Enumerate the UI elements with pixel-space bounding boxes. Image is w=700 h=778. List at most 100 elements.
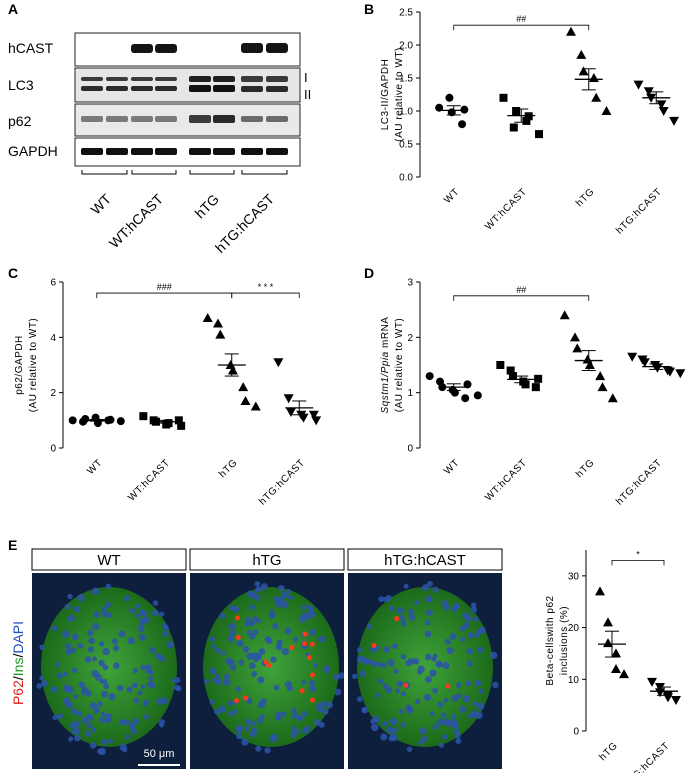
- nucleus: [93, 611, 100, 618]
- data-point: [633, 80, 644, 90]
- y-tick-label: 10: [568, 675, 580, 686]
- nucleus: [251, 652, 260, 660]
- nucleus: [264, 636, 271, 643]
- nucleus: [228, 604, 235, 611]
- nucleus: [421, 584, 429, 592]
- data-point: [458, 120, 467, 129]
- y-tick-label: 0.5: [399, 140, 413, 151]
- nucleus: [454, 732, 461, 739]
- nucleus: [84, 656, 92, 663]
- data-point: [639, 358, 650, 368]
- y-tick-label: 0.0: [399, 173, 413, 184]
- blot-band: [155, 44, 177, 53]
- nucleus: [462, 612, 470, 620]
- nucleus: [272, 623, 279, 630]
- nucleus: [132, 667, 139, 674]
- y-tick-label: 6: [50, 278, 56, 289]
- nucleus: [304, 725, 311, 732]
- nucleus: [322, 708, 329, 715]
- nucleus: [84, 730, 91, 737]
- blot-band: [189, 76, 211, 82]
- data-point: [227, 365, 238, 375]
- blot-row-label-lc3: LC3: [8, 77, 34, 93]
- stain-label-dapi: DAPI: [10, 621, 26, 654]
- nucleus: [107, 612, 113, 618]
- data-point: [215, 329, 226, 339]
- nucleus: [215, 647, 222, 654]
- nucleus: [466, 648, 474, 655]
- nucleus: [152, 600, 159, 606]
- nucleus: [214, 708, 221, 715]
- nucleus: [124, 734, 131, 740]
- nucleus: [455, 737, 462, 744]
- y-axis-label: p62/GAPDH: [14, 335, 25, 395]
- data-point: [240, 395, 251, 405]
- nucleus: [91, 622, 100, 631]
- nucleus: [64, 603, 71, 610]
- nucleus: [258, 648, 266, 655]
- nucleus: [280, 591, 288, 599]
- micrograph-title-box-htg: [189, 548, 345, 571]
- nucleus: [227, 635, 235, 643]
- nucleus: [426, 609, 433, 617]
- nucleus: [408, 614, 416, 621]
- nucleus: [432, 687, 439, 694]
- blot-band: [131, 148, 153, 155]
- category-label: WT:hCAST: [483, 186, 529, 232]
- p62-inclusion: [289, 645, 295, 651]
- nucleus: [281, 711, 287, 717]
- nucleus: [424, 630, 432, 638]
- data-point: [534, 374, 543, 383]
- nucleus: [229, 664, 237, 671]
- nucleus: [218, 705, 227, 713]
- nucleus: [63, 671, 69, 677]
- nucleus: [417, 665, 425, 673]
- nucleus: [370, 718, 376, 725]
- significance-bracket: [453, 24, 590, 31]
- nucleus: [462, 694, 471, 703]
- micrograph-htg: [190, 573, 344, 769]
- nucleus: [91, 727, 97, 733]
- nucleus: [444, 638, 451, 645]
- blot-group-label-wt-hcast: WT:hCAST: [106, 190, 167, 251]
- category-label: WT:hCAST: [126, 457, 172, 503]
- significance-label: ##: [516, 285, 526, 295]
- nucleus: [450, 713, 457, 720]
- blot-row-label-gapdh: GAPDH: [8, 143, 58, 159]
- nucleus: [223, 678, 231, 686]
- nucleus: [456, 693, 462, 699]
- blot-band: [213, 148, 235, 155]
- blot-band: [131, 77, 153, 81]
- data-point: [607, 393, 618, 403]
- nucleus: [380, 733, 388, 741]
- nucleus: [36, 683, 43, 689]
- nucleus: [318, 721, 325, 728]
- nucleus: [438, 742, 445, 748]
- nucleus: [386, 659, 395, 667]
- nucleus: [426, 580, 433, 587]
- nucleus: [297, 715, 303, 721]
- nucleus: [489, 651, 498, 660]
- nucleus: [281, 600, 289, 609]
- data-point: [665, 367, 675, 377]
- blot-group-label-wt: WT: [87, 190, 114, 217]
- nucleus: [148, 646, 156, 654]
- nucleus: [324, 667, 330, 674]
- nucleus: [89, 702, 98, 710]
- nucleus: [264, 747, 271, 754]
- nucleus: [378, 596, 385, 603]
- nucleus: [166, 640, 175, 649]
- data-point: [250, 401, 261, 411]
- nucleus: [259, 714, 265, 720]
- nucleus: [91, 587, 100, 596]
- data-point: [611, 663, 621, 673]
- p62-inclusion: [394, 616, 400, 622]
- nucleus: [421, 735, 428, 742]
- nucleus: [85, 713, 94, 722]
- y-tick-label: 1.0: [399, 107, 413, 118]
- stain-label-ins: Ins: [10, 658, 26, 677]
- nucleus: [118, 719, 125, 726]
- nucleus: [370, 723, 379, 732]
- bracket-wt: [81, 170, 128, 175]
- data-point: [308, 410, 319, 420]
